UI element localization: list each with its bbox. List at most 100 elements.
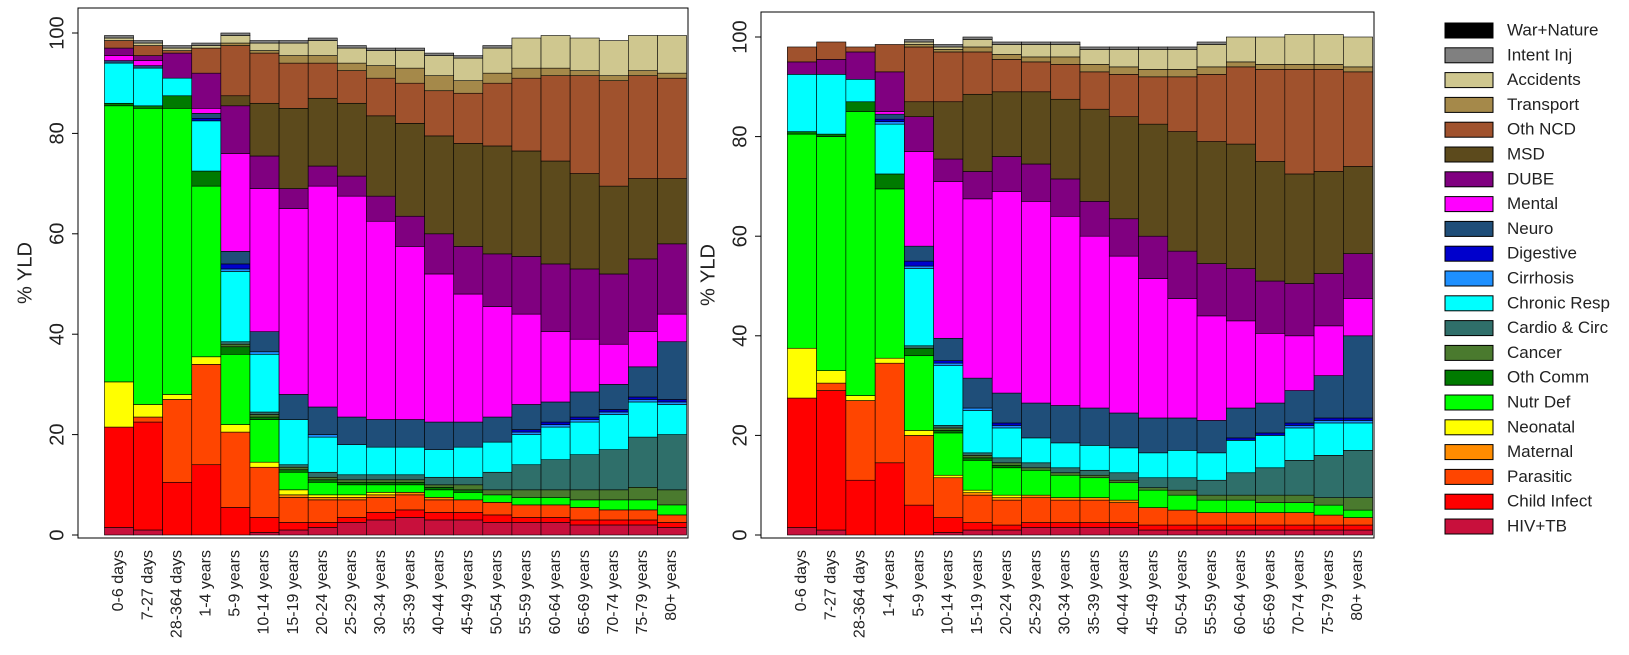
bar-segment-parasitic	[904, 435, 934, 506]
bar-segment-msd	[1021, 91, 1052, 165]
bar-segment-child-infect	[395, 509, 425, 518]
bar-segment-cancer	[336, 479, 367, 483]
bar-segment-chronic-resp	[220, 271, 251, 343]
bar-segment-hiv-tb	[962, 529, 993, 536]
bar-segment-neonatal	[874, 357, 905, 364]
bar-segment-cancer	[278, 466, 309, 471]
bar-segment-cardio-circ	[598, 449, 629, 491]
bar-segment-mental	[453, 293, 484, 423]
bar-segment-oth-ncd	[336, 70, 367, 104]
bar-segment-neuro	[1313, 375, 1344, 419]
bar-segment-cancer	[1079, 474, 1110, 479]
bar-segment-nutr-def	[1226, 499, 1256, 513]
bar-segment-dube	[598, 273, 629, 345]
bar-segment-chronic-resp	[1108, 447, 1139, 474]
bar-segment-chronic-resp	[657, 404, 687, 435]
bar-segment-hiv-tb	[511, 522, 542, 536]
bar-segment-cardio-circ	[220, 341, 251, 345]
x-tick-label: 10-14 years	[256, 550, 273, 635]
bar-segment-parasitic	[366, 497, 396, 513]
bar-segment-digestive	[540, 421, 571, 425]
bar-segment-oth-ncd	[598, 80, 629, 187]
bar-segment-accidents	[1050, 44, 1081, 58]
bar-segment-hiv-tb	[424, 519, 455, 536]
bar-segment-transport	[962, 46, 993, 53]
bar-segment-maternal	[962, 492, 993, 496]
bar-segment-dube	[278, 188, 309, 209]
bar-segment-msd	[453, 143, 484, 247]
bar-segment-cardio-circ	[1021, 462, 1052, 469]
bar-segment-transport	[1284, 64, 1315, 70]
x-tick-label: 10-14 years	[940, 550, 957, 635]
bar-segment-child-infect	[787, 397, 817, 528]
bar-segment-cancer	[395, 479, 425, 483]
legend-label: Oth Comm	[1507, 368, 1589, 387]
x-tick-label: 40-44 years	[430, 550, 447, 635]
bar-segment-nutr-def	[1021, 469, 1052, 496]
bar-segment-child-infect	[511, 517, 542, 523]
bar-segment-child-infect	[904, 504, 934, 536]
bar-segment-accidents	[962, 39, 993, 48]
bar-segment-msd	[336, 102, 367, 177]
bar-segment-child-infect	[1313, 524, 1344, 531]
bar-segment-cirrhosis	[904, 265, 934, 269]
bar-segment-nutr-def	[1255, 502, 1286, 513]
bar-segment-child-infect	[569, 519, 600, 526]
bar-segment-msd	[991, 91, 1022, 157]
bar-segment-cardio-circ	[1343, 450, 1373, 498]
bar-segment-neuro	[569, 391, 600, 418]
left-chart-panel: 0 20 40 60 80 100 % YLD 0-6 days 7-27 days 28-364…	[14, 7, 689, 638]
bar-segment-cirrhosis	[540, 424, 571, 428]
bar-segment-intent-inj	[424, 52, 455, 56]
bar-segment-child-infect	[1196, 524, 1227, 531]
bar-segment-transport	[395, 67, 425, 84]
bar-segment-intent-inj	[453, 55, 484, 59]
bar-segment-nutr-def	[874, 188, 905, 359]
bar-segment-child-infect	[1284, 524, 1315, 531]
bar-segment-child-infect	[962, 522, 993, 531]
bar-segment-msd	[1108, 116, 1139, 220]
y-tick-label: 100	[729, 20, 751, 53]
x-tick-label: 0-6 days	[110, 550, 127, 611]
legend-swatch	[1444, 270, 1494, 287]
bar-segment-nutr-def	[569, 499, 600, 508]
bar-segment-maternal	[307, 497, 338, 501]
legend-item-cancer: Cancer	[1444, 343, 1562, 362]
y-tick-label: 0	[729, 529, 751, 540]
bar-segment-msd	[395, 123, 425, 217]
bar-segment-neuro	[1079, 407, 1110, 446]
bar-segment-cancer	[1108, 479, 1139, 484]
bar-segment-oth-comm	[249, 416, 280, 420]
bar-segment-transport	[904, 44, 934, 48]
bar-segment-oth-ncd	[453, 92, 484, 144]
bar-segment-child-infect	[1138, 524, 1169, 531]
bar-segment-child-infect	[816, 390, 847, 531]
bar-segment-mental	[1343, 298, 1373, 337]
bar-segment-nutr-def	[1138, 489, 1169, 508]
bar-segment-oth-comm	[845, 101, 876, 112]
bar-segment-child-infect	[1167, 524, 1198, 531]
bar-segment-oth-ncd	[1255, 69, 1286, 162]
bar-segment-accidents	[482, 47, 513, 74]
y-tick-label: 100	[46, 16, 68, 49]
bar-segment-cardio-circ	[366, 474, 396, 481]
bar-segment-cirrhosis	[598, 411, 629, 415]
bar-segment-accidents	[657, 35, 687, 74]
bar-segment-transport	[336, 62, 367, 71]
bar-segment-cancer	[933, 427, 964, 431]
x-tick-label: 55-59 years	[1203, 550, 1220, 635]
x-tick-label: 0-6 days	[793, 550, 810, 611]
bar-segment-cancer	[1226, 494, 1256, 501]
bar-segment-mental	[904, 151, 934, 247]
bar-segment-nutr-def	[657, 504, 687, 516]
bar-segment-msd	[511, 150, 542, 257]
bar-segment-cirrhosis	[657, 401, 687, 405]
bar-segment-oth-ncd	[1050, 64, 1081, 100]
legend-label: DUBE	[1507, 169, 1554, 188]
x-tick-label: 75-79 years	[634, 550, 651, 635]
legend-label: Cirrhosis	[1507, 268, 1574, 287]
bar-segment-dube	[395, 215, 425, 247]
bar-segment-transport	[307, 55, 338, 64]
bar-segment-cardio-circ	[395, 474, 425, 481]
bar-segment-intent-inj	[1021, 41, 1052, 45]
